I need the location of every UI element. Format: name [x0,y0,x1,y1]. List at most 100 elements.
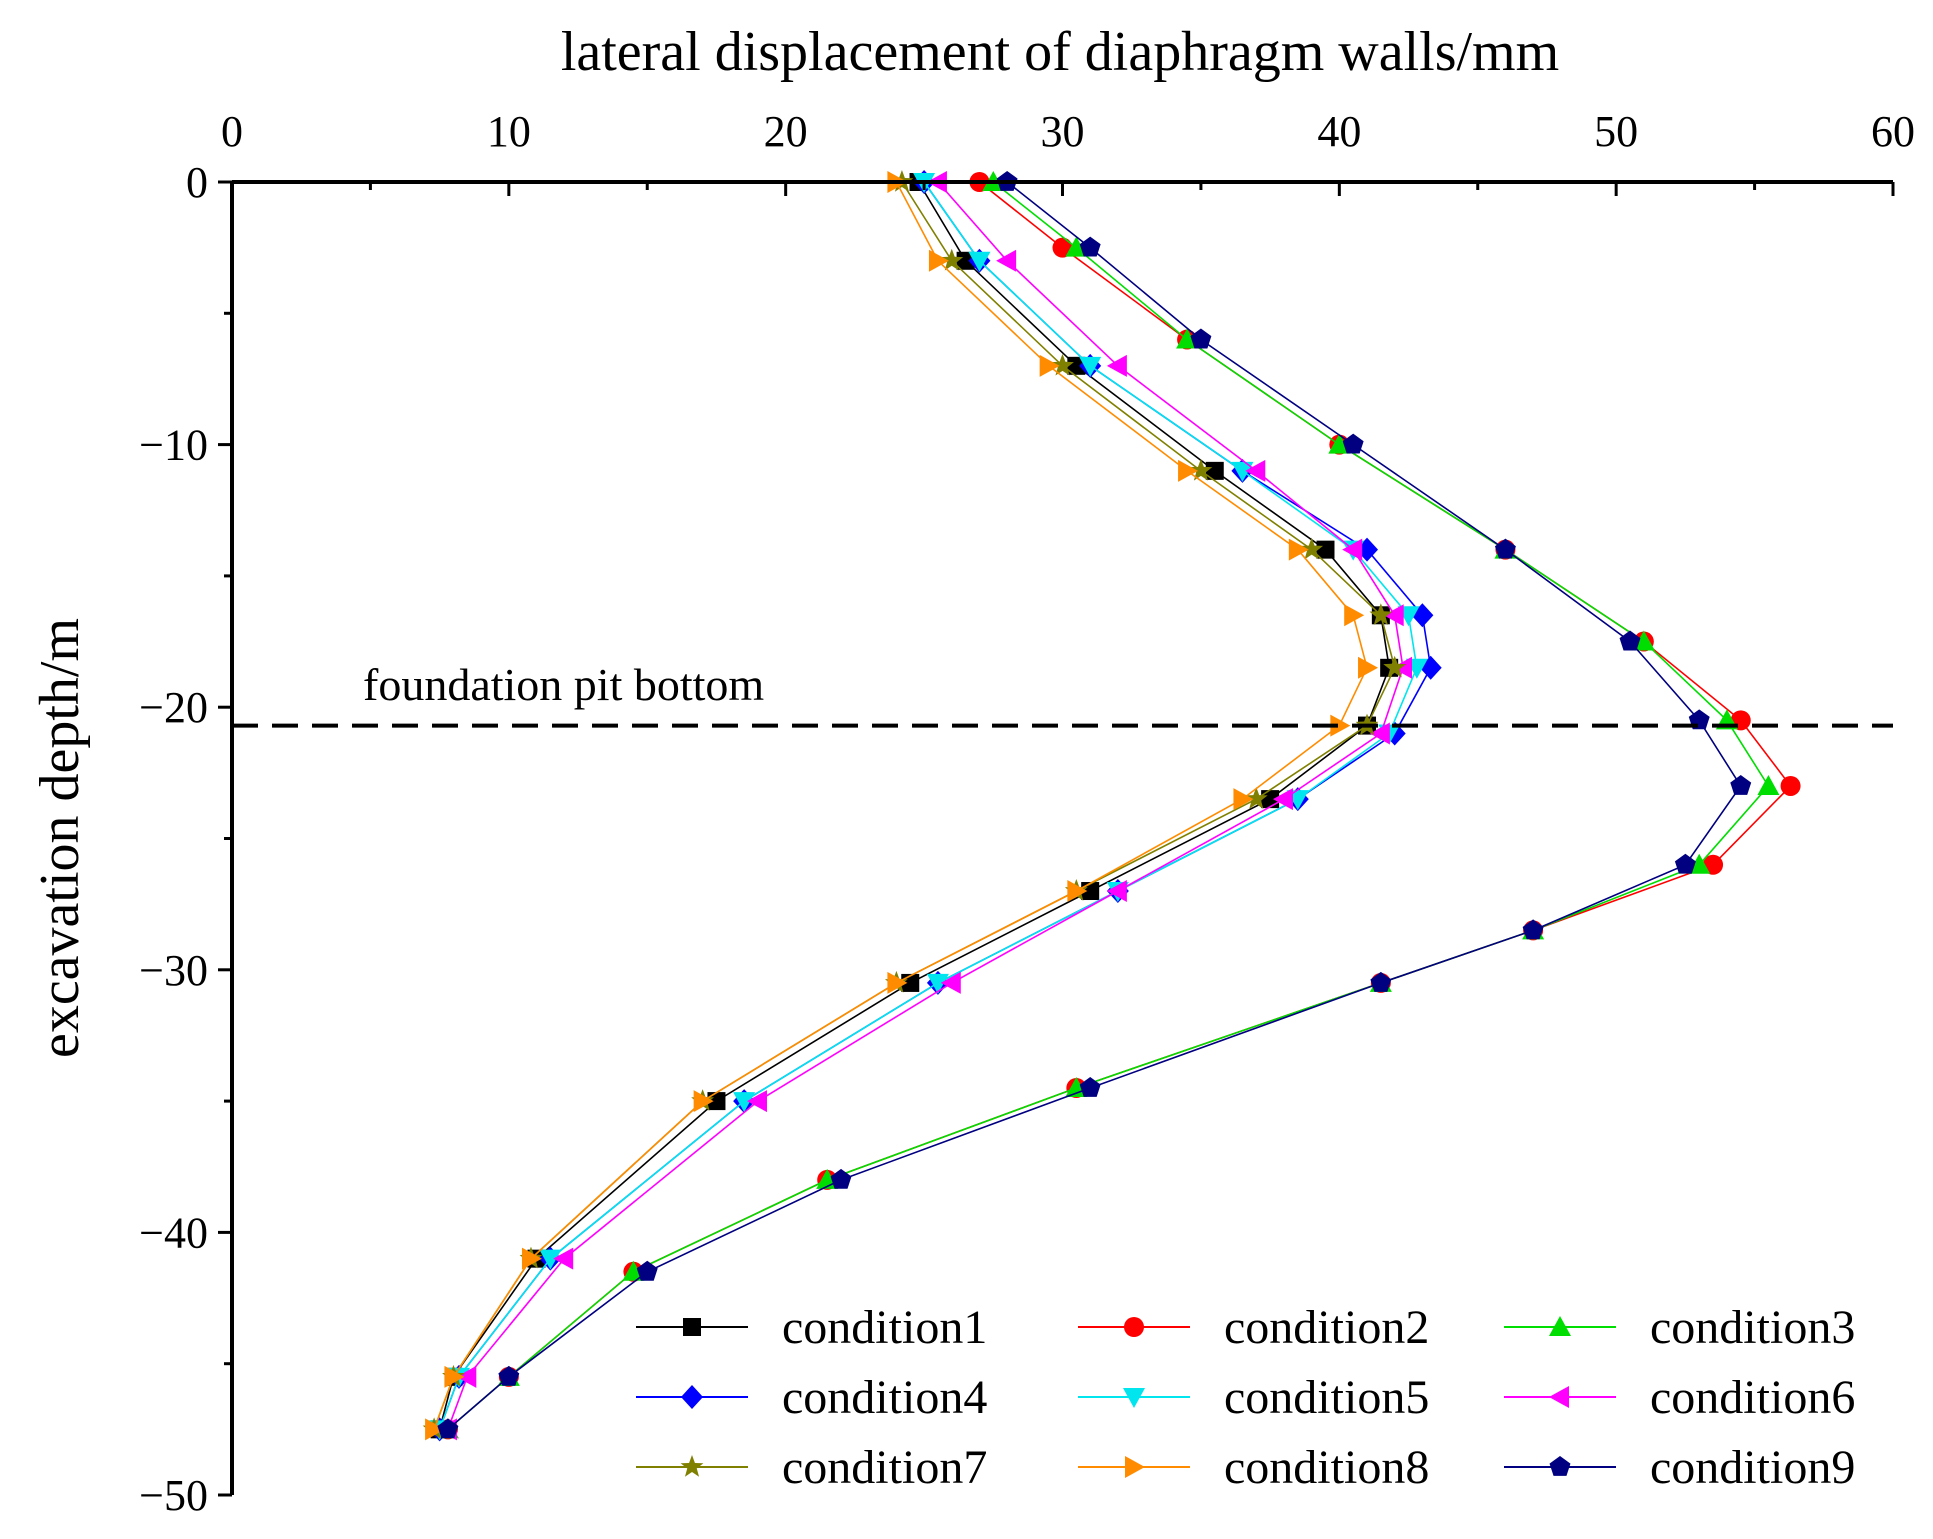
x-tick-label: 20 [764,107,808,156]
x-axis-title: lateral displacement of diaphragm walls/… [561,21,1559,83]
data-point [1052,237,1073,258]
data-point [1369,722,1390,745]
series-line [447,181,1742,1430]
x-tick-label: 0 [221,107,243,156]
series-condition9 [437,171,1752,1439]
legend-item-condition7: condition7 [636,1441,987,1494]
x-tick-label: 40 [1317,107,1361,156]
series-condition3 [436,171,1780,1439]
data-point [1344,604,1365,627]
series-line [447,181,1770,1430]
data-point [437,1418,459,1439]
data-point [830,1168,852,1189]
series-line [433,181,1368,1430]
data-point [940,248,964,271]
data-point [1703,854,1724,875]
legend-marker [1549,1456,1571,1476]
data-point [693,1090,714,1113]
data-point [1065,236,1088,257]
data-point [1106,354,1127,377]
pit-bottom-label: foundation pit bottom [363,659,764,710]
series-line [438,181,1391,1430]
x-tick-label: 50 [1594,107,1638,156]
data-point [1233,788,1254,811]
data-point [1106,880,1127,903]
legend-item-condition9: condition9 [1504,1441,1855,1494]
legend-label: condition1 [782,1301,987,1354]
legend-item-condition6: condition6 [1504,1371,1855,1424]
legend-item-condition8: condition8 [1078,1441,1429,1494]
legend-item-condition1: condition1 [636,1301,987,1354]
legend-legend: condition1 condition2 condition3 condition4… [636,1301,1855,1494]
data-point [926,973,949,994]
x-tick-label: 60 [1871,107,1915,156]
data-point [733,1092,756,1113]
legend-marker [1125,1456,1145,1478]
data-point [1067,356,1086,375]
y-tick-label: −20 [139,683,208,732]
legend-label: condition7 [782,1441,987,1494]
legend-label: condition6 [1650,1371,1855,1424]
data-point [1079,236,1101,257]
data-point [707,1092,726,1111]
legend-label: condition5 [1224,1371,1429,1424]
legend-marker [1123,1388,1145,1408]
data-point [1176,328,1199,349]
data-point [1205,461,1224,480]
data-point [1231,461,1254,482]
data-point [1383,604,1404,627]
data-point [1079,1076,1101,1097]
data-point [1245,459,1266,482]
y-axis-title: excavation depth/m [29,618,91,1058]
data-point [1619,630,1641,651]
data-point [1342,538,1363,561]
data-point [1244,787,1268,809]
data-point [1342,433,1364,454]
data-point [887,971,908,994]
legend-marker [683,1318,701,1336]
data-point [539,1249,562,1270]
legend-marker [1124,1317,1144,1337]
data-point [1039,354,1060,377]
legend-label: condition3 [1650,1301,1855,1354]
data-point [1730,774,1752,795]
data-point [1288,538,1309,561]
data-point [521,1247,542,1270]
data-point [1522,919,1544,940]
data-point [1189,458,1213,481]
data-point [1494,538,1516,559]
legend-item-condition4: condition4 [636,1371,987,1424]
data-point [622,1260,645,1281]
y-tick-label: −30 [139,946,208,995]
x-tick-label: 10 [487,107,531,156]
data-point [996,249,1017,272]
data-point [1067,880,1088,903]
data-point [553,1247,574,1270]
y-tick-label: −50 [139,1471,208,1520]
data-point [1674,853,1696,874]
data-point [444,1365,465,1388]
data-point [956,251,975,270]
data-point [1370,971,1392,992]
data-point [1300,537,1324,560]
data-point [1051,353,1074,376]
axes-layer: 0 10 20 30 40 50 60 0 −10 −20 −30 −40 −50 [139,107,1915,1520]
legend-marker [1549,1316,1571,1336]
data-point [1757,774,1780,795]
legend-marker [1549,1386,1569,1408]
data-point [1358,656,1379,679]
data-point [746,1090,767,1113]
legend-marker [680,1455,704,1477]
legend-label: condition4 [782,1371,987,1424]
data-point [1065,1076,1088,1097]
series-condition8 [425,171,1379,1441]
data-point [940,971,961,994]
data-point [1383,655,1407,678]
legend-label: condition8 [1224,1441,1429,1494]
data-point [1190,328,1212,349]
x-tick-label: 30 [1041,107,1085,156]
series-layer [422,170,1801,1442]
y-tick-label: −10 [139,421,208,470]
data-point [456,1365,477,1388]
